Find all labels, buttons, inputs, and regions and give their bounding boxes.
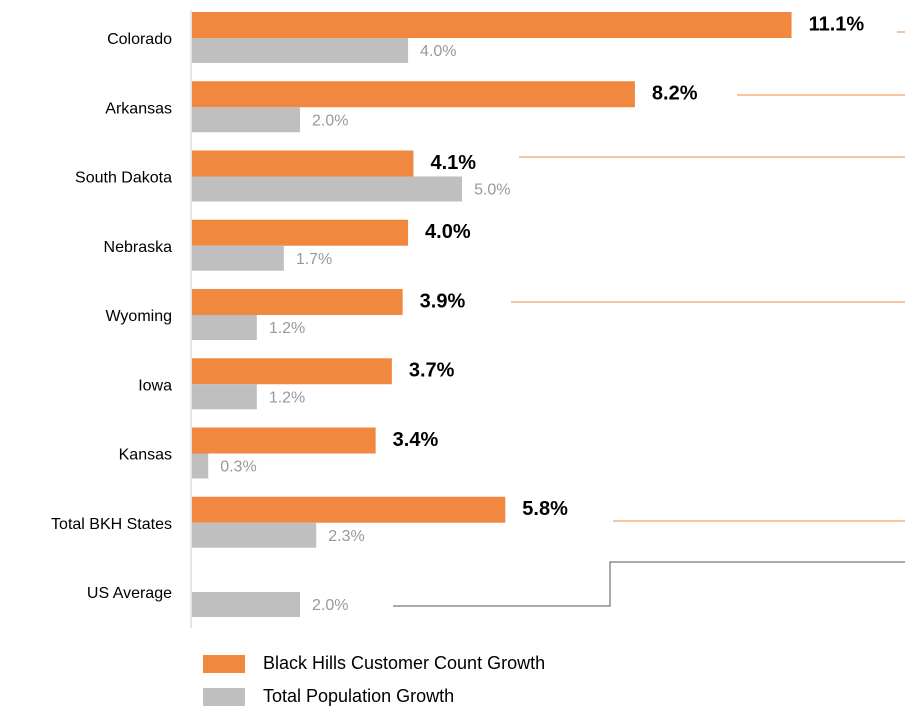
value-label: 3.9% <box>420 290 466 312</box>
value-label: 4.0% <box>420 43 456 60</box>
bar <box>192 150 414 177</box>
bar <box>192 12 792 38</box>
legend-swatch <box>203 688 245 706</box>
legend-label: Black Hills Customer Count Growth <box>263 653 545 673</box>
value-label: 5.0% <box>474 182 510 199</box>
decor-lines <box>511 31 905 522</box>
category-label: Total BKH States <box>51 516 172 533</box>
bar <box>192 496 506 523</box>
value-label: 3.7% <box>409 360 455 382</box>
bar <box>192 219 409 246</box>
legend-swatch <box>203 655 245 673</box>
category-label: Iowa <box>138 377 172 394</box>
bar <box>192 245 284 271</box>
decor-step-line <box>393 561 905 607</box>
bar <box>192 592 301 617</box>
bar <box>192 176 463 202</box>
legend-label: Total Population Growth <box>263 686 454 706</box>
bar <box>192 427 376 454</box>
category-label: Kansas <box>119 447 172 464</box>
bar <box>192 358 392 385</box>
value-label: 1.2% <box>269 389 305 406</box>
value-label: 2.0% <box>312 112 348 129</box>
value-label: 11.1% <box>809 13 865 35</box>
value-label: 2.3% <box>328 528 364 545</box>
bar <box>192 107 301 133</box>
value-label: 5.8% <box>522 498 568 520</box>
bar <box>192 289 403 315</box>
bar <box>192 38 409 63</box>
value-label: 4.1% <box>430 152 476 174</box>
bar <box>192 81 635 108</box>
category-label: Wyoming <box>105 308 172 325</box>
category-label: South Dakota <box>75 170 172 187</box>
category-label: Arkansas <box>105 100 172 117</box>
bar <box>192 453 209 479</box>
value-label: 3.4% <box>393 429 439 451</box>
value-label: 1.7% <box>296 251 332 268</box>
category-label: Colorado <box>107 31 172 48</box>
bar <box>192 522 317 548</box>
value-label: 1.2% <box>269 320 305 337</box>
bar <box>192 315 257 340</box>
value-label: 8.2% <box>652 83 698 105</box>
value-label: 2.0% <box>312 597 348 614</box>
value-label: 4.0% <box>425 221 471 243</box>
category-label: Nebraska <box>104 239 173 256</box>
value-label: 0.3% <box>220 459 256 476</box>
bar <box>192 384 257 410</box>
category-label: US Average <box>87 585 172 602</box>
